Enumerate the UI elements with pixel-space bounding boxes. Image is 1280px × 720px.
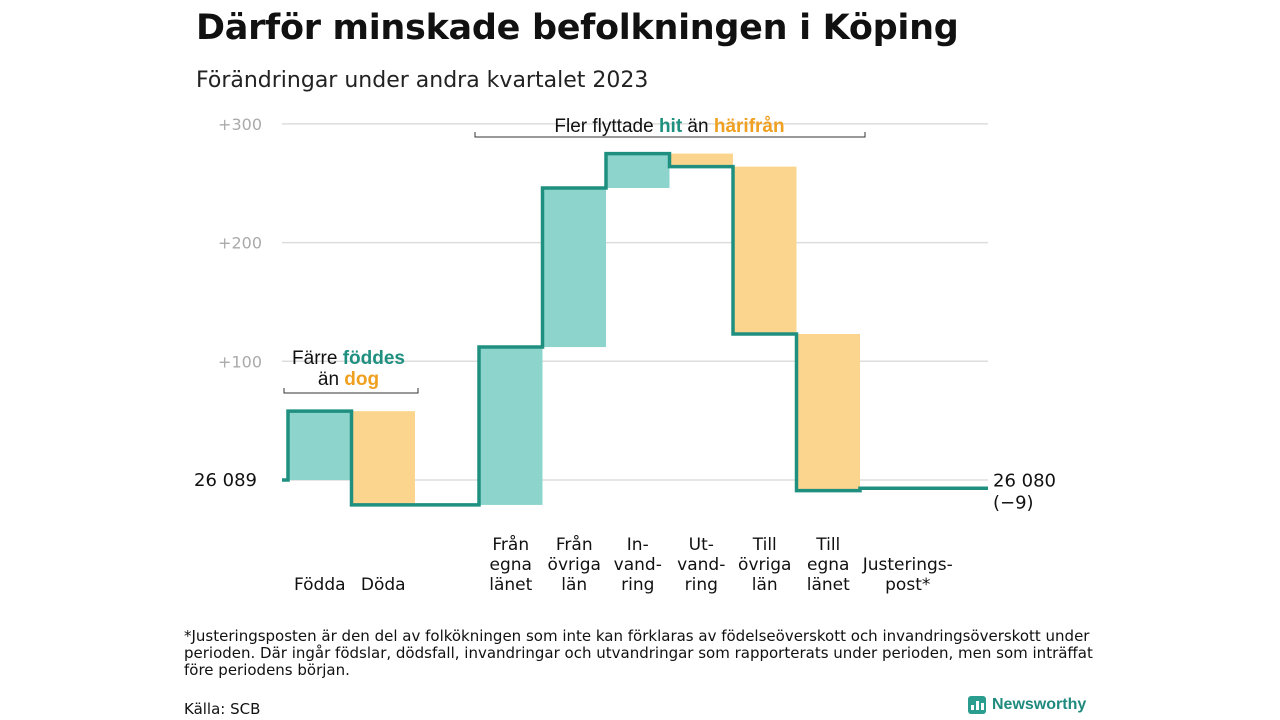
category-label: egna — [490, 555, 532, 575]
category-label: Från — [492, 534, 529, 555]
category-label: Från — [556, 534, 593, 555]
bar-chart-logo-icon — [968, 696, 986, 714]
category-label: län — [561, 575, 587, 595]
bar-utvandring — [669, 153, 733, 167]
brand-logo[interactable]: Newsworthy — [968, 696, 1086, 714]
waterfall-chart: +100 +200 +300 26 089 26 080(−9) Födda Döda Frå… — [194, 115, 1056, 595]
bar-frånövrigalän — [542, 187, 606, 348]
brand-name: Newsworthy — [992, 696, 1087, 713]
category-label: vand- — [677, 555, 725, 575]
source-text: Källa: SCB — [184, 700, 261, 718]
category-label: Döda — [361, 575, 406, 595]
bar-födda — [288, 411, 352, 480]
y-tick-label: +200 — [218, 234, 262, 253]
annotation-part: än — [682, 116, 714, 137]
y-tick-label: +100 — [218, 352, 262, 371]
chart-subtitle: Förändringar under andra kvartalet 2023 — [196, 68, 649, 93]
category-label: länet — [489, 575, 532, 595]
end-value-label: 26 080 — [993, 470, 1056, 491]
category-label: ring — [685, 575, 718, 595]
category-label: post* — [885, 575, 930, 595]
annotation-bracket-migration — [474, 132, 866, 138]
category-label: länet — [807, 575, 850, 595]
category-label: län — [752, 575, 778, 595]
annotation-part: härifrån — [714, 116, 785, 137]
category-label: Justerings- — [862, 555, 953, 575]
category-label: egna — [807, 555, 849, 575]
annotation-part: Fler flyttade — [554, 116, 659, 137]
category-label: In- — [627, 535, 649, 555]
annotation-births-deaths: Färre föddes — [292, 348, 405, 369]
end-change-label: (−9) — [993, 492, 1034, 513]
bar-tillövrigalän — [733, 166, 797, 334]
bar-tillegnalänet — [796, 333, 860, 491]
start-value-label: 26 089 — [194, 470, 257, 491]
annotation-births-deaths-line2: än dog — [318, 369, 379, 390]
annotation-part: dog — [344, 369, 379, 390]
category-label: Till — [815, 535, 840, 555]
annotation-bracket-births — [283, 388, 419, 394]
y-tick-label: +300 — [218, 115, 262, 134]
category-label: Ut- — [689, 535, 714, 555]
category-label: Till — [752, 535, 777, 555]
annotation-part: hit — [659, 116, 683, 137]
category-label: övriga — [738, 555, 791, 575]
annotation-part: föddes — [343, 348, 405, 369]
footnote: *Justeringsposten är den del av folkökni… — [184, 627, 1093, 679]
bar-frånegnalänet — [479, 347, 543, 505]
annotation-part: än — [318, 369, 344, 390]
annotation-part: Färre — [292, 348, 343, 369]
chart-title: Därför minskade befolkningen i Köping — [196, 8, 959, 48]
category-label: ring — [621, 575, 654, 595]
category-label: vand- — [614, 555, 662, 575]
category-label: Födda — [294, 575, 346, 595]
bar-invandring — [606, 153, 670, 188]
annotation-migration: Fler flyttade hit än härifrån — [554, 116, 784, 137]
category-label: övriga — [548, 555, 601, 575]
bar-döda — [351, 411, 415, 505]
population-step-line — [282, 151, 988, 507]
